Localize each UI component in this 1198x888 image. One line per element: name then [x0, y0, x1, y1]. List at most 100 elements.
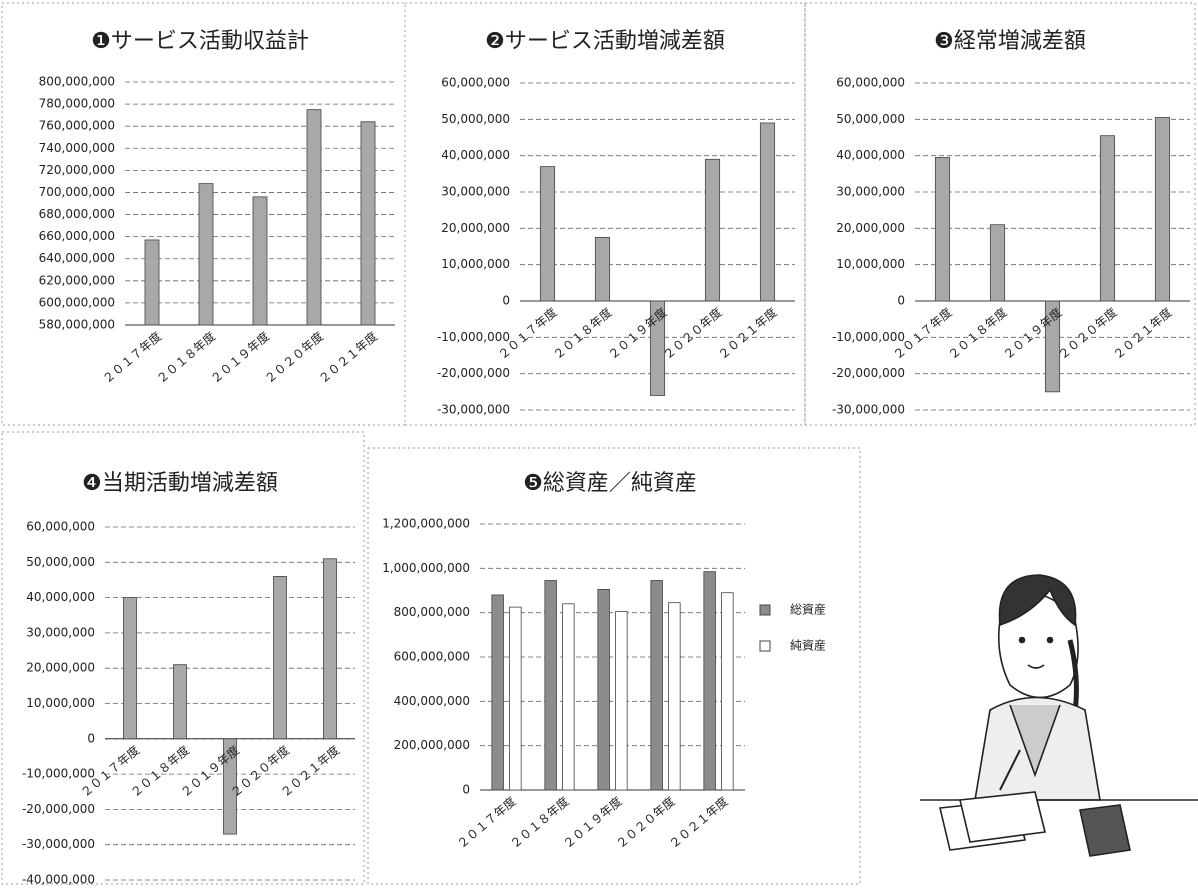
bar	[509, 606, 522, 791]
y-tick-label: 740,000,000	[39, 141, 115, 155]
y-tick-label: 30,000,000	[441, 185, 510, 199]
x-tick-label: ２０１８年度	[945, 304, 1010, 362]
chart-title: ❹当期活動増減差額	[82, 471, 278, 496]
y-tick-label: 1,200,000,000	[382, 517, 470, 531]
y-tick-label: -30,000,000	[22, 837, 95, 851]
y-tick-label: 20,000,000	[26, 661, 95, 675]
y-tick-label: 0	[897, 294, 905, 308]
y-tick-label: 660,000,000	[39, 229, 115, 243]
y-tick-label: -30,000,000	[832, 403, 905, 417]
y-tick-label: 400,000,000	[394, 694, 470, 708]
y-tick-label: 780,000,000	[39, 97, 115, 111]
y-tick-label: 800,000,000	[39, 75, 115, 89]
y-tick-label: 50,000,000	[26, 555, 95, 569]
bar	[123, 597, 137, 740]
bar	[649, 300, 666, 396]
y-tick-label: 30,000,000	[836, 185, 905, 199]
bar	[615, 611, 628, 791]
y-tick-label: 30,000,000	[26, 625, 95, 639]
bar	[594, 237, 611, 302]
y-tick-label: 10,000,000	[441, 257, 510, 271]
bar	[360, 121, 376, 326]
bar	[1099, 135, 1116, 302]
bar	[1154, 117, 1171, 302]
y-tick-label: 800,000,000	[394, 605, 470, 619]
chart-title: ❸経常増減差額	[934, 29, 1086, 54]
panel-frame	[404, 2, 806, 426]
y-tick-label: 50,000,000	[441, 112, 510, 126]
y-tick-label: -10,000,000	[22, 767, 95, 781]
y-tick-label: 40,000,000	[836, 148, 905, 162]
y-tick-label: 720,000,000	[39, 163, 115, 177]
bar	[223, 738, 237, 835]
y-tick-label: 760,000,000	[39, 119, 115, 133]
bar	[144, 239, 160, 326]
x-tick-label: ２０２１年度	[666, 793, 731, 851]
y-tick-label: 0	[502, 294, 510, 308]
legend-label: 総資産	[790, 602, 826, 617]
y-tick-label: 580,000,000	[39, 318, 115, 332]
bar	[721, 592, 734, 791]
y-tick-label: 20,000,000	[836, 221, 905, 235]
chart-title: ❺総資産／純資産	[523, 471, 697, 496]
bar	[491, 594, 504, 791]
y-tick-label: 640,000,000	[39, 251, 115, 265]
y-tick-label: 60,000,000	[441, 76, 510, 90]
bar	[704, 158, 721, 302]
y-tick-label: -20,000,000	[22, 802, 95, 816]
y-tick-label: -40,000,000	[22, 873, 95, 887]
y-tick-label: 60,000,000	[836, 76, 905, 90]
y-tick-label: 600,000,000	[394, 650, 470, 664]
bar	[989, 224, 1006, 302]
y-tick-label: 20,000,000	[441, 221, 510, 235]
y-tick-label: 700,000,000	[39, 185, 115, 199]
bar	[934, 157, 951, 302]
x-tick-label: ２０２１年度	[715, 304, 780, 362]
bar	[703, 571, 716, 791]
bar	[597, 588, 610, 791]
y-tick-label: -20,000,000	[832, 366, 905, 380]
legend-swatch	[759, 604, 771, 616]
y-tick-label: 60,000,000	[26, 520, 95, 534]
x-tick-label: ２０１８年度	[550, 304, 615, 362]
bar	[273, 576, 287, 740]
y-tick-label: -10,000,000	[832, 330, 905, 344]
bar	[759, 122, 776, 302]
bar	[323, 558, 337, 740]
y-tick-label: -20,000,000	[437, 366, 510, 380]
panel-frame	[1, 2, 406, 426]
bar	[306, 109, 322, 326]
illustration	[920, 574, 1198, 857]
y-tick-label: 40,000,000	[441, 148, 510, 162]
panel-frame	[804, 2, 1196, 426]
x-tick-label: ２０２１年度	[315, 328, 380, 386]
legend-label: 純資産	[790, 638, 826, 653]
bar	[198, 183, 214, 326]
bar	[173, 664, 187, 740]
y-tick-label: -10,000,000	[437, 330, 510, 344]
panel-frame	[1, 431, 365, 885]
y-tick-label: 50,000,000	[836, 112, 905, 126]
y-tick-label: 680,000,000	[39, 207, 115, 221]
legend-swatch	[759, 640, 771, 652]
bar	[1044, 300, 1061, 393]
y-tick-label: 0	[87, 731, 95, 745]
bar	[668, 602, 681, 791]
panel-frame	[367, 447, 861, 885]
y-tick-label: 600,000,000	[39, 295, 115, 309]
bar	[650, 580, 663, 791]
x-tick-label: ２０２１年度	[1110, 304, 1175, 362]
bar	[562, 603, 575, 791]
y-tick-label: 200,000,000	[394, 738, 470, 752]
bar	[544, 580, 557, 791]
y-tick-label: 1,000,000,000	[382, 561, 470, 575]
y-tick-label: -30,000,000	[437, 403, 510, 417]
chart-title: ❷サービス活動増減差額	[485, 29, 725, 54]
bar	[252, 196, 268, 326]
y-tick-label: 620,000,000	[39, 273, 115, 287]
y-tick-label: 40,000,000	[26, 590, 95, 604]
x-tick-label: ２０２０年度	[660, 304, 725, 362]
y-tick-label: 10,000,000	[836, 257, 905, 271]
